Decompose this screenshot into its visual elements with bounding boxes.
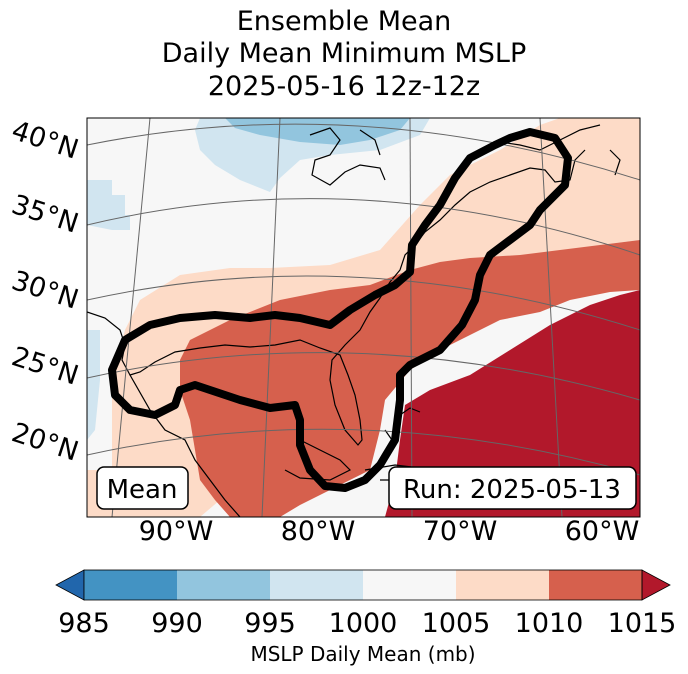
colorbar-extend-low [55, 569, 85, 601]
lat-label-25: 25°N [8, 341, 82, 392]
ensemble-contour [108, 128, 572, 492]
colorbar-tick-1000: 1000 [329, 608, 398, 639]
colorbar-tick-985: 985 [58, 608, 110, 639]
lat-label-35: 35°N [8, 189, 82, 240]
run-label-box [388, 466, 637, 510]
colorbar-segment-995-1000 [270, 570, 363, 600]
colorbar-segment-1010-1015 [549, 570, 642, 600]
lat-label-20: 20°N [8, 417, 82, 468]
mean-label-box [96, 466, 189, 510]
colorbar-label: MSLP Daily Mean (mb) [250, 642, 475, 666]
colorbar-segment-1005-1010 [456, 570, 549, 600]
title-line-1: Ensemble Mean [236, 6, 452, 37]
colorbar-tick-1015: 1015 [608, 608, 677, 639]
colorbar-tick-1010: 1010 [515, 608, 584, 639]
run-label: Run: 2025-05-13 [403, 475, 621, 505]
title-line-2: Daily Mean Minimum MSLP [161, 38, 527, 69]
title-line-3: 2025-05-16 12z-12z [207, 71, 481, 102]
colorbar-tick-995: 995 [244, 608, 296, 639]
colorbar: 985 990 995 1000 1005 1010 1015 MSLP Dai… [55, 569, 677, 666]
colorbar-tick-990: 990 [151, 608, 203, 639]
colorbar-segment-985-990 [84, 570, 177, 600]
pressure-band-1010-1015 [180, 240, 640, 517]
pressure-band-above-1015 [385, 290, 640, 517]
lon-label-80: 80°W [281, 516, 356, 547]
colorbar-segment-990-995 [177, 570, 270, 600]
lon-label-60: 60°W [565, 516, 640, 547]
lat-label-30: 30°N [8, 265, 82, 316]
graticule [87, 118, 640, 517]
lon-label-70: 70°W [423, 516, 498, 547]
lat-label-40: 40°N [8, 115, 82, 166]
lon-label-90: 90°W [139, 516, 214, 547]
colorbar-tick-1005: 1005 [422, 608, 491, 639]
colorbar-segment-1000-1005 [363, 570, 456, 600]
pressure-band-995-1000-gulf [87, 330, 100, 440]
colorbar-extend-high [641, 569, 671, 601]
mean-label: Mean [107, 475, 178, 505]
map-area [87, 118, 640, 517]
map-frame [86, 117, 641, 518]
